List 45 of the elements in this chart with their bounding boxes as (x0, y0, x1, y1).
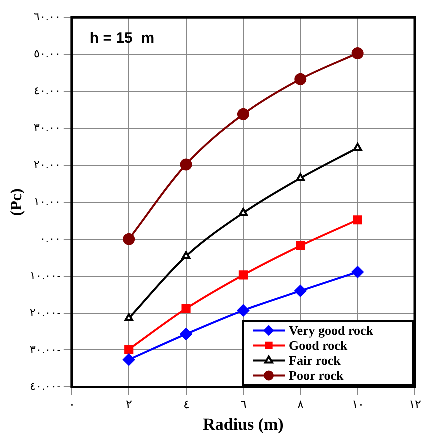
y-tick-label: ١٠.٠٠ (34, 196, 61, 208)
legend-label: Very good rock (289, 323, 374, 338)
x-tick-label: ٢ (126, 398, 132, 412)
annotation: h = 15 m (90, 30, 155, 48)
x-tick-label: ١٢ (409, 398, 421, 412)
y-tick-label: ٦٠.٠٠ (34, 12, 61, 24)
y-tick-label: ٢٠.٠٠- (30, 307, 62, 320)
x-tick-label: ٨ (298, 398, 305, 412)
legend-label: Poor rock (289, 368, 345, 384)
x-tick-label: ٠ (68, 398, 75, 412)
y-tick-label: ٥٠.٠٠ (34, 48, 61, 61)
y-tick-label: ٤٠.٠٠- (30, 381, 62, 394)
point (238, 208, 248, 216)
point (180, 158, 192, 171)
point (237, 108, 250, 120)
x-tick-label: ١٠ (352, 398, 364, 412)
y-tick-label: ٤٠.٠٠ (34, 86, 61, 98)
point (182, 304, 191, 314)
y-tick-label: ٢٠.٠٠ (34, 159, 61, 172)
point (296, 173, 306, 182)
y-axis-title: (Pc) (8, 188, 26, 216)
y-tick-label: ٣٠.٠٠- (30, 344, 62, 356)
y-tick-label: ١٠.٠٠- (30, 270, 62, 282)
point (238, 270, 248, 280)
x-tick-label: ٤ (183, 398, 190, 412)
point (353, 216, 362, 225)
point (296, 241, 306, 251)
point (352, 47, 364, 60)
y-tick-label: ٣٠.٠٠ (34, 122, 61, 135)
x-axis-title: Radius (m) (203, 415, 284, 434)
point (180, 328, 192, 340)
point (124, 313, 134, 322)
point (123, 354, 136, 366)
point (124, 344, 134, 354)
legend-label: Good rock (289, 338, 348, 354)
y-tick-label: ٠.٠٠ (40, 233, 61, 246)
point (353, 143, 362, 152)
legend-label: Fair rock (289, 353, 342, 368)
point (182, 251, 191, 260)
point (123, 233, 136, 246)
point (294, 285, 307, 298)
x-tick-label: ٦ (240, 398, 246, 412)
point (237, 304, 250, 317)
point (352, 266, 364, 278)
point (294, 73, 307, 86)
